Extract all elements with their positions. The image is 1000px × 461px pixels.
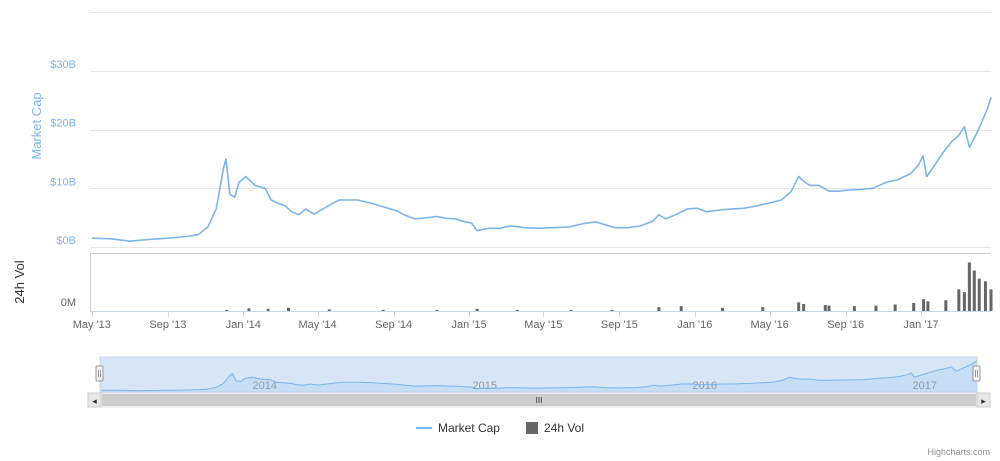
volume-bar bbox=[266, 308, 270, 311]
volume-bar bbox=[972, 270, 976, 311]
volume-bar bbox=[989, 289, 993, 311]
volume-bar bbox=[657, 307, 661, 311]
volume-bar bbox=[957, 289, 961, 311]
volume-bar bbox=[874, 305, 878, 311]
legend-symbol-line bbox=[415, 427, 432, 429]
volume-bar bbox=[922, 299, 926, 311]
y-tick-label: $10B bbox=[50, 176, 76, 188]
credits-link[interactable]: Highcharts.com bbox=[927, 447, 990, 457]
volume-bar bbox=[610, 309, 614, 311]
x-tick-label: Jan '17 bbox=[904, 319, 939, 331]
volume-bar bbox=[977, 278, 981, 311]
legend-item-volume[interactable]: 24h Vol bbox=[525, 421, 585, 435]
navigator-year-label: 2016 bbox=[693, 380, 717, 392]
volume-bar bbox=[823, 305, 827, 311]
volume-bar bbox=[962, 292, 966, 311]
volume-bar bbox=[967, 262, 971, 311]
volume-bar bbox=[247, 308, 251, 311]
volume-series bbox=[225, 262, 993, 311]
volume-bar bbox=[926, 301, 930, 311]
navigator-series-area bbox=[100, 360, 977, 392]
x-tick-label: Sep '16 bbox=[827, 319, 864, 331]
x-tick-label: Sep '15 bbox=[601, 319, 638, 331]
volume-bar bbox=[225, 309, 229, 311]
navigator-series-line bbox=[101, 360, 978, 392]
volume-bar bbox=[827, 305, 831, 311]
volume-bar bbox=[381, 309, 385, 311]
scrollbar-right-button[interactable] bbox=[976, 392, 991, 408]
x-tick-label: Jan '15 bbox=[452, 319, 487, 331]
axes: Market Cap 24h Vol $0B $10B $20B $30B 0M May … bbox=[12, 59, 939, 331]
volume-axis-title: 24h Vol bbox=[12, 260, 27, 303]
x-tick-label: May '15 bbox=[524, 319, 562, 331]
legend-label-market-cap: Market Cap bbox=[437, 421, 500, 435]
x-tick-label: May '16 bbox=[751, 319, 789, 331]
volume-bar bbox=[569, 309, 573, 311]
legend-symbol-box bbox=[525, 422, 538, 434]
x-tick-label: Jan '14 bbox=[226, 319, 261, 331]
navigator-year-label: 2014 bbox=[253, 380, 277, 392]
y-tick-label: $0B bbox=[56, 235, 76, 247]
volume-bar bbox=[327, 309, 331, 311]
navigator-right-handle[interactable] bbox=[972, 365, 981, 382]
scrollbar-grip-icon: III bbox=[536, 396, 543, 405]
volume-bar bbox=[435, 309, 439, 311]
volume-bar bbox=[721, 307, 725, 311]
grid bbox=[90, 12, 991, 317]
volume-bar bbox=[797, 302, 801, 311]
navigator-left-handle[interactable] bbox=[95, 365, 104, 382]
volume-bar bbox=[983, 281, 987, 311]
market-cap-axis-title: Market Cap bbox=[29, 92, 44, 159]
x-tick-label: May '13 bbox=[73, 319, 111, 331]
x-tick-label: Jan '16 bbox=[677, 319, 712, 331]
volume-y-tick-label: 0M bbox=[61, 297, 76, 309]
volume-bar bbox=[515, 309, 519, 311]
scrollbar-thumb[interactable] bbox=[102, 394, 976, 406]
volume-bar bbox=[852, 306, 856, 311]
scrollbar-left-arrow-icon: ◂ bbox=[92, 396, 97, 406]
volume-bar bbox=[679, 306, 683, 311]
scrollbar-left-button[interactable] bbox=[87, 392, 102, 408]
volume-bar bbox=[944, 300, 948, 311]
x-tick-label: Sep '13 bbox=[149, 319, 186, 331]
legend: Market Cap 24h Vol bbox=[0, 418, 1000, 438]
volume-bar bbox=[912, 302, 916, 311]
market-cap-line[interactable] bbox=[91, 96, 992, 242]
volume-bar bbox=[893, 304, 897, 311]
navigator[interactable]: 2014201520162017◂▸III bbox=[87, 356, 991, 408]
volume-bar bbox=[761, 307, 765, 311]
volume-bar bbox=[802, 303, 806, 311]
scrollbar-right-arrow-icon: ▸ bbox=[981, 396, 986, 406]
x-tick-label: May '14 bbox=[298, 319, 336, 331]
y-tick-label: $20B bbox=[50, 118, 76, 130]
legend-item-market-cap[interactable]: Market Cap bbox=[415, 421, 500, 435]
volume-bar bbox=[475, 308, 479, 311]
legend-label-volume: 24h Vol bbox=[543, 421, 585, 435]
x-tick-label: Sep '14 bbox=[375, 319, 412, 331]
navigator-year-label: 2017 bbox=[913, 380, 937, 392]
volume-bar bbox=[287, 307, 291, 311]
y-tick-label: $30B bbox=[50, 59, 76, 71]
